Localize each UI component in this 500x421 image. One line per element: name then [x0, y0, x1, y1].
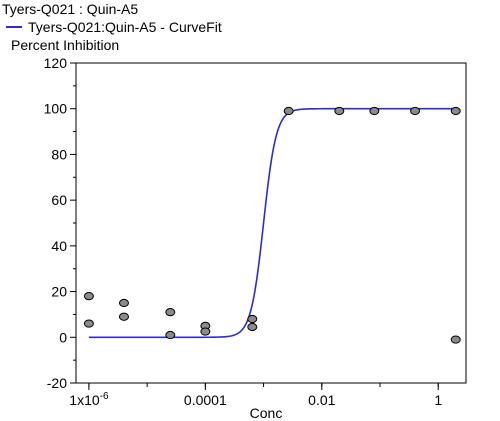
y-tick-label: 100: [44, 101, 68, 117]
data-points-layer: [83, 106, 461, 344]
y-tick-label: -20: [47, 375, 67, 391]
x-tick-label: 1x10-6: [69, 391, 109, 408]
y-tick-label: 120: [44, 55, 68, 71]
x-tick-label: 1: [434, 392, 442, 408]
x-tick-mantissa: 1x10: [69, 392, 100, 408]
data-point: [165, 308, 176, 317]
y-tick-label: 0: [59, 329, 67, 345]
legend-swatch: [6, 26, 22, 28]
x-tick-mantissa: 0.0001: [184, 392, 227, 408]
data-point: [450, 106, 461, 116]
y-tick-label: 80: [51, 146, 67, 162]
x-axis: 1x10-6 0.0001 0.01 1: [69, 383, 442, 408]
legend-label: Tyers-Q021:Quin-A5 - CurveFit: [28, 19, 222, 35]
x-axis-label: Conc: [250, 405, 283, 421]
x-tick-label: 0.0001: [184, 392, 227, 408]
data-point: [450, 335, 461, 344]
data-point: [200, 327, 211, 336]
x-tick-mantissa: 0.01: [308, 392, 335, 408]
data-point: [247, 314, 258, 324]
y-tick-label: 40: [51, 238, 67, 254]
fit-curve: [88, 107, 456, 339]
data-point: [410, 106, 421, 116]
plot-frame: [75, 62, 467, 384]
y-tick-label: 20: [51, 284, 67, 300]
data-point: [83, 292, 94, 301]
data-point: [334, 106, 345, 116]
x-tick-label: 0.01: [308, 392, 335, 408]
y-axis-label: Percent Inhibition: [11, 37, 120, 53]
x-tick-exponent: -6: [100, 391, 109, 402]
data-point: [165, 330, 176, 340]
curve-fit-layer: [88, 107, 456, 339]
y-tick-label: 60: [51, 192, 67, 208]
y-axis: -20 0 20 40 60 80 100 120: [44, 55, 76, 391]
data-point: [118, 312, 129, 321]
legend: Tyers-Q021:Quin-A5 - CurveFit: [4, 19, 222, 35]
chart-title: Tyers-Q021 : Quin-A5: [2, 1, 139, 17]
data-point: [118, 298, 129, 308]
data-point: [247, 322, 258, 332]
data-point: [369, 106, 380, 116]
data-point: [83, 319, 94, 328]
data-point: [283, 106, 294, 116]
x-tick-mantissa: 1: [434, 392, 442, 408]
